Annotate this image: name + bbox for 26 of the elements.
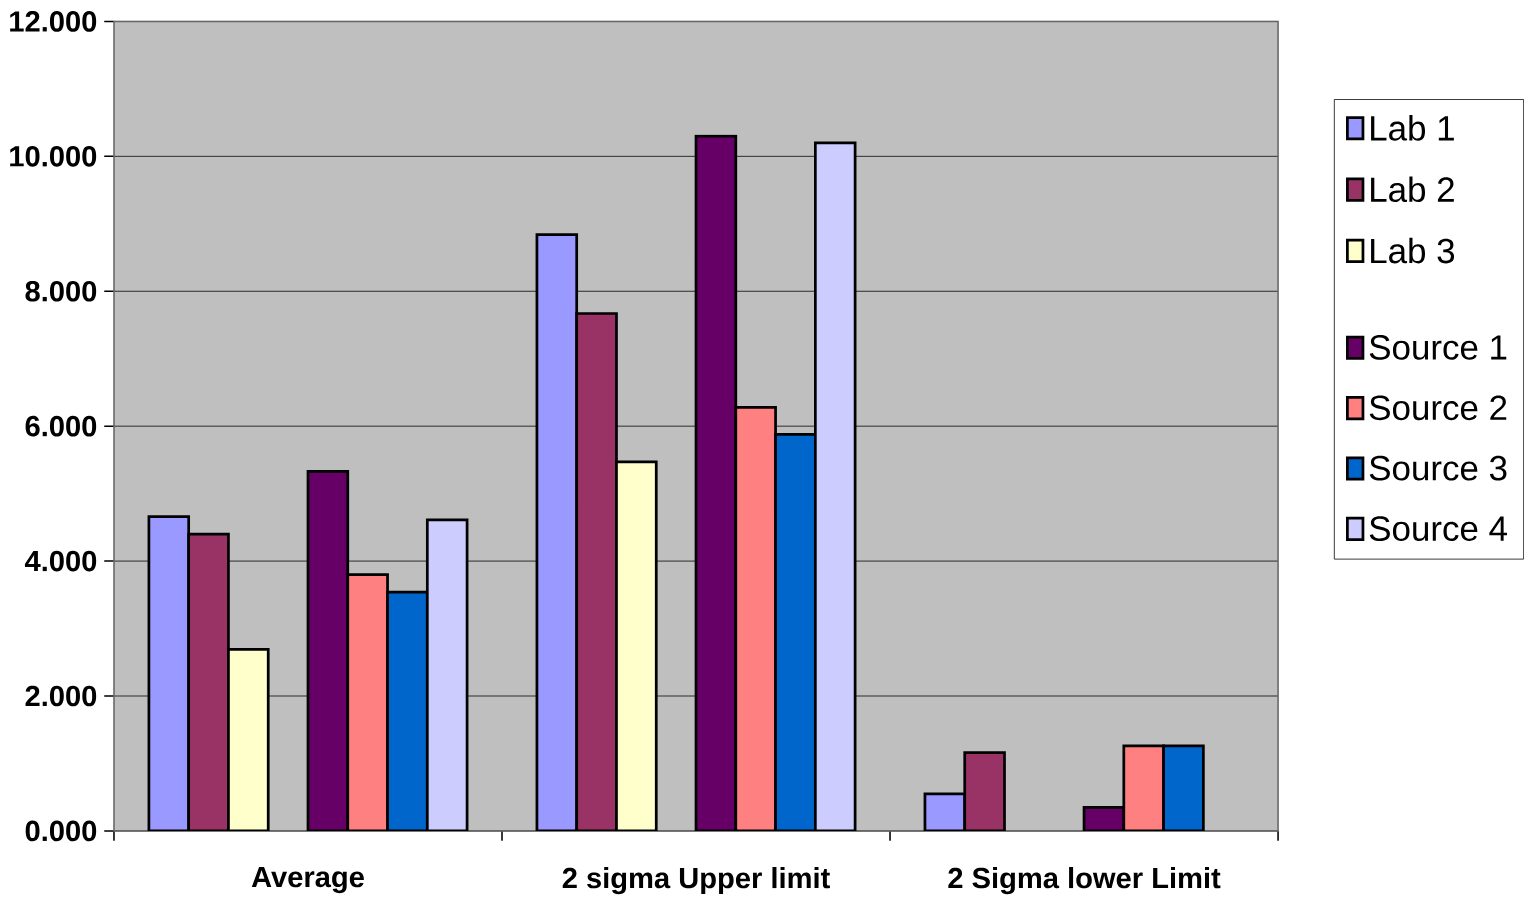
bar [187, 532, 230, 831]
x-tick-label: 2 sigma Upper limit [562, 867, 830, 895]
y-tick-label: 8.000 [25, 281, 97, 302]
legend-label: Source 4 [1369, 516, 1507, 542]
bar [615, 460, 658, 831]
legend-label: Source 2 [1369, 395, 1507, 421]
bar [1122, 744, 1165, 831]
bar [386, 590, 429, 831]
legend-label: Source 3 [1369, 455, 1507, 481]
y-tick-label: 10.000 [10, 146, 97, 167]
y-tick-label: 4.000 [24, 550, 97, 572]
legend-label: Source 1 [1369, 335, 1507, 360]
y-tick-label: 2.000 [25, 685, 97, 707]
bar [963, 751, 1006, 831]
bar [1162, 744, 1205, 831]
x-tick-label: Average [251, 867, 364, 894]
x-tick-label: 2 Sigma lower Limit [948, 867, 1221, 895]
legend-label: Lab 2 [1371, 176, 1454, 203]
legend-label: Lab 3 [1371, 237, 1455, 264]
bar [346, 573, 389, 831]
y-tick-label: 12.000 [10, 11, 97, 32]
y-tick-label: 0.000 [25, 820, 97, 842]
legend-label: Lab 1 [1371, 115, 1454, 141]
y-tick-label: 6.000 [25, 415, 97, 437]
bar [227, 648, 270, 831]
bar [575, 312, 618, 831]
